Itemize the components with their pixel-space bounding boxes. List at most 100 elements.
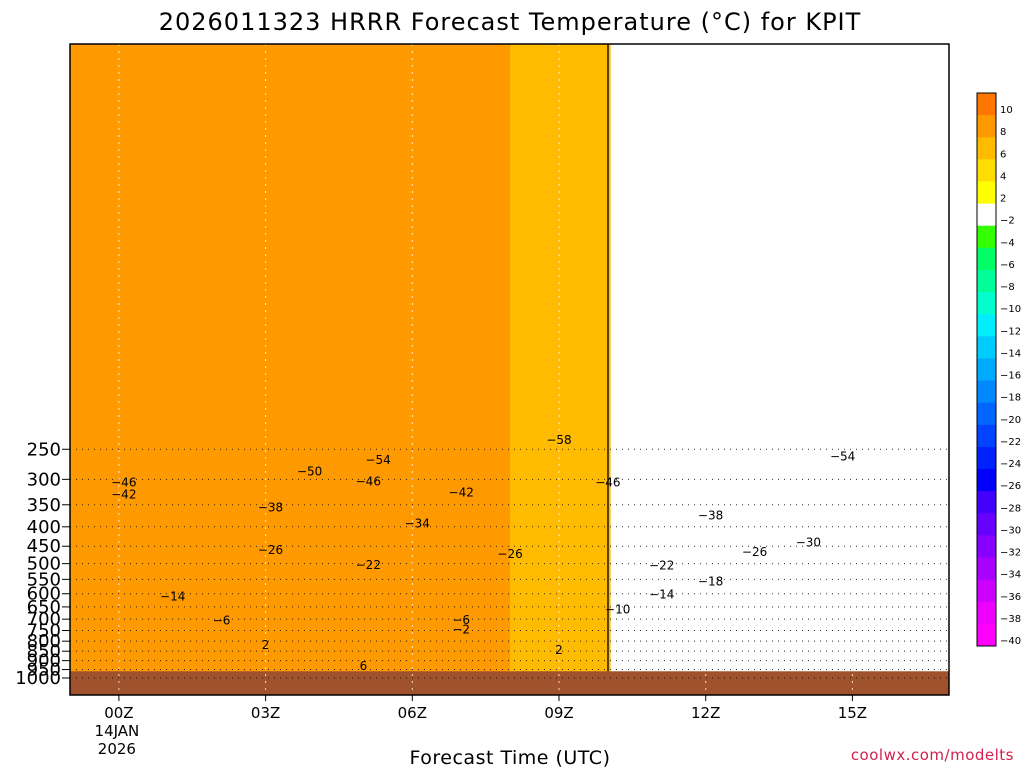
temperature-cell bbox=[510, 554, 611, 558]
contour-label: −54 bbox=[365, 453, 390, 467]
temperature-cell bbox=[70, 308, 511, 312]
temperature-cell bbox=[70, 194, 511, 198]
pressure-tick-label: 500 bbox=[27, 554, 61, 575]
temperature-cell bbox=[510, 482, 611, 486]
temperature-cell bbox=[510, 65, 611, 69]
temperature-cell bbox=[510, 377, 611, 381]
temperature-cell bbox=[70, 353, 511, 357]
temperature-cell bbox=[510, 647, 611, 651]
temperature-cell bbox=[510, 164, 611, 168]
temperature-cell bbox=[510, 257, 611, 261]
temperature-cell bbox=[70, 500, 511, 504]
temperature-cell bbox=[510, 311, 611, 315]
temperature-cell bbox=[510, 521, 611, 525]
temperature-cell bbox=[510, 263, 611, 267]
temperature-cell bbox=[70, 503, 511, 507]
temperature-cell bbox=[510, 230, 611, 234]
temperature-cell bbox=[510, 350, 611, 354]
temperature-cell bbox=[510, 281, 611, 285]
temperature-cell bbox=[70, 110, 511, 114]
temperature-cell bbox=[70, 74, 511, 78]
temperature-cell bbox=[510, 662, 611, 666]
temperature-cell bbox=[510, 539, 611, 543]
contour-labels: −58−54 −54−50−46 −46 −46−42 −42−38−38−34−30−… bbox=[111, 433, 855, 673]
temperature-cell bbox=[70, 419, 511, 423]
temperature-cell bbox=[70, 233, 511, 237]
temperature-cell bbox=[510, 188, 611, 192]
colorbar-swatch bbox=[977, 491, 996, 514]
temperature-cell bbox=[510, 566, 611, 570]
temperature-cell bbox=[70, 248, 511, 252]
temperature-cell bbox=[510, 332, 611, 336]
plot-frame bbox=[69, 43, 950, 696]
temperature-cell bbox=[510, 440, 611, 444]
temperature-cell bbox=[70, 107, 511, 111]
colorbar: 10 8 6 4 2 −2 −4 −6 −8 −10 −12 −14 −16 −18 −20 −22 −24 −2… bbox=[976, 92, 1021, 647]
temperature-cell bbox=[70, 557, 511, 561]
temperature-cell bbox=[70, 629, 511, 633]
pressure-tick-label: 1000 bbox=[15, 668, 61, 689]
temperature-cell bbox=[70, 512, 511, 516]
temperature-cell bbox=[510, 503, 611, 507]
pressure-tick-label: 850 bbox=[27, 641, 61, 662]
temperature-cell bbox=[510, 371, 611, 375]
temperature-cell bbox=[510, 374, 611, 378]
temperature-cell bbox=[70, 101, 511, 105]
temperature-cell bbox=[510, 356, 611, 360]
temperature-cell bbox=[510, 635, 611, 639]
temperature-cell bbox=[510, 665, 611, 669]
temperature-cell bbox=[70, 230, 511, 234]
colorbar-swatch bbox=[977, 469, 996, 492]
temperature-cell bbox=[70, 653, 511, 657]
contour-label: 2 bbox=[262, 638, 270, 652]
temperature-cell bbox=[70, 428, 511, 432]
contour-label: −38 bbox=[258, 501, 283, 515]
temperature-cell bbox=[70, 182, 511, 186]
temperature-cell bbox=[510, 101, 611, 105]
colorbar-tick-label: −24 bbox=[1000, 459, 1021, 470]
contour-label: −30 bbox=[796, 536, 821, 550]
temperature-cell bbox=[510, 200, 611, 204]
temperature-cell bbox=[510, 260, 611, 264]
temperature-cell bbox=[510, 479, 611, 483]
temperature-cell bbox=[510, 572, 611, 576]
temperature-cell bbox=[70, 440, 511, 444]
temperature-cell bbox=[70, 590, 511, 594]
pressure-tick-label: 350 bbox=[27, 495, 61, 516]
pressure-tick-label: 650 bbox=[27, 597, 61, 618]
temperature-cell bbox=[70, 125, 511, 129]
temperature-cell bbox=[70, 644, 511, 648]
temperature-cell bbox=[510, 518, 611, 522]
temperature-cell bbox=[510, 653, 611, 657]
temperature-cell bbox=[70, 521, 511, 525]
time-tick-label: 06Z bbox=[398, 704, 427, 722]
temperature-cell bbox=[70, 614, 511, 618]
temperature-cell bbox=[510, 650, 611, 654]
temperature-cell bbox=[510, 239, 611, 243]
temperature-cell bbox=[510, 443, 611, 447]
temperature-cell bbox=[510, 71, 611, 75]
temperature-cell bbox=[70, 245, 511, 249]
contour-label: −2 bbox=[452, 622, 470, 636]
x-axis-title: Forecast Time (UTC) bbox=[410, 747, 611, 768]
contour-label: −46 bbox=[595, 476, 620, 490]
temperature-cell bbox=[70, 587, 511, 591]
temperature-cell bbox=[70, 236, 511, 240]
temperature-cell bbox=[70, 50, 511, 54]
temperature-cell bbox=[510, 476, 611, 480]
temperature-cell bbox=[510, 146, 611, 150]
contour-label: −26 bbox=[258, 543, 283, 557]
temperature-cell bbox=[70, 191, 511, 195]
temperature-cell bbox=[70, 53, 511, 57]
contour-label: −46 bbox=[356, 475, 381, 489]
temperature-cell bbox=[70, 122, 511, 126]
temperature-cell bbox=[510, 425, 611, 429]
temperature-cell bbox=[510, 392, 611, 396]
colorbar-tick-label: −20 bbox=[1000, 415, 1021, 426]
temperature-cell bbox=[510, 467, 611, 471]
temperature-cell bbox=[510, 149, 611, 153]
temperature-cell bbox=[510, 110, 611, 114]
date-label: 14JAN bbox=[95, 722, 140, 740]
pressure-tick-label: 900 bbox=[27, 651, 61, 672]
temperature-cell bbox=[510, 347, 611, 351]
